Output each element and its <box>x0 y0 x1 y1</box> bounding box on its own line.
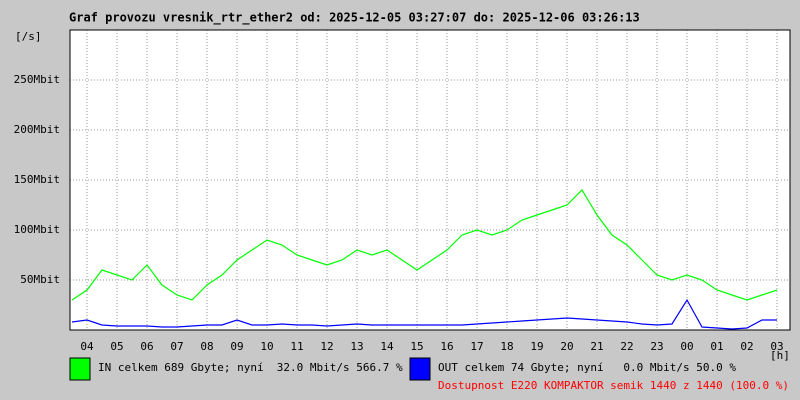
x-tick-label: 00 <box>680 340 693 353</box>
plot-border <box>69 29 791 331</box>
x-tick-label: 15 <box>410 340 423 353</box>
x-tick-label: 16 <box>440 340 453 353</box>
x-tick-label: 06 <box>140 340 153 353</box>
x-tick-label: 08 <box>200 340 213 353</box>
x-tick-label: 23 <box>650 340 663 353</box>
x-tick-label: 13 <box>350 340 363 353</box>
x-tick-label: 05 <box>110 340 123 353</box>
x-tick-label: 22 <box>620 340 633 353</box>
legend-label: IN celkem 689 Gbyte; nyní 32.0 Mbit/s 56… <box>98 361 403 374</box>
x-tick-label: 18 <box>500 340 513 353</box>
x-tick-label: 02 <box>740 340 753 353</box>
x-tick-label: 07 <box>170 340 183 353</box>
x-tick-label: 12 <box>320 340 333 353</box>
annotation: Dostupnost E220 KOMPAKTOR semik 1440 z 1… <box>438 379 789 392</box>
y-tick-label: 250Mbit <box>14 73 60 86</box>
y-tick-label: 150Mbit <box>14 173 60 186</box>
x-tick-label: 01 <box>710 340 723 353</box>
y-tick-label: 200Mbit <box>14 123 60 136</box>
series-line <box>71 189 778 301</box>
x-tick-label: 14 <box>380 340 394 353</box>
x-tick-label: 03 <box>770 340 783 353</box>
series-line <box>71 298 777 330</box>
legend-swatch <box>69 357 91 381</box>
x-tick-label: 21 <box>590 340 603 353</box>
y-unit: [/s] <box>15 30 42 43</box>
x-tick-label: 09 <box>230 340 243 353</box>
x-tick-label: 20 <box>560 340 573 353</box>
x-tick-label: 04 <box>80 340 94 353</box>
legend-swatch <box>409 357 431 381</box>
chart-title: Graf provozu vresnik_rtr_ether2 od: 2025… <box>69 11 640 26</box>
x-tick-label: 19 <box>530 340 543 353</box>
x-tick-label: 17 <box>470 340 483 353</box>
y-tick-label: 100Mbit <box>14 223 60 236</box>
x-unit: [h] <box>770 349 790 362</box>
legend-label: OUT celkem 74 Gbyte; nyní 0.0 Mbit/s 50.… <box>438 361 736 374</box>
x-tick-label: 10 <box>260 340 273 353</box>
y-tick-label: 50Mbit <box>20 273 60 286</box>
x-tick-label: 11 <box>290 340 303 353</box>
